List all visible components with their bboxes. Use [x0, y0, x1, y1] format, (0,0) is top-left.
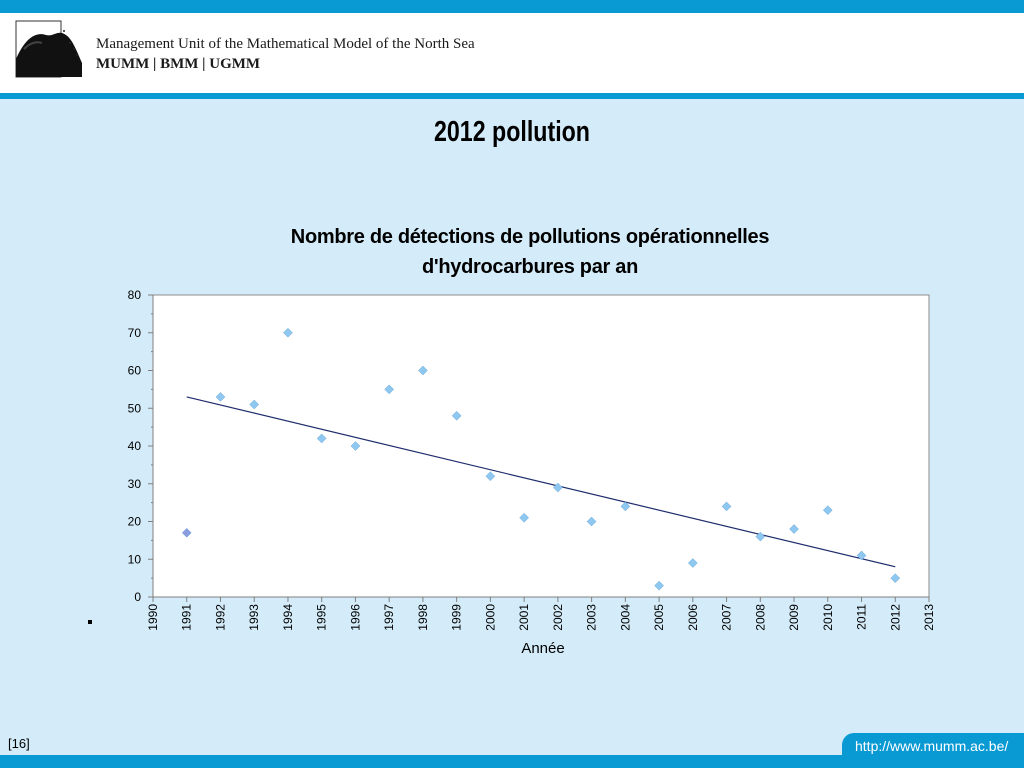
data-point [249, 399, 260, 410]
header-banner [0, 13, 1024, 93]
data-point [553, 482, 563, 493]
x-tick-label: 2012 [888, 604, 902, 631]
data-point [451, 410, 462, 421]
y-tick-label: 30 [128, 477, 142, 491]
y-tick-label: 20 [128, 515, 142, 529]
y-tick-label: 80 [128, 288, 142, 302]
data-point [215, 392, 226, 402]
chart-title-line-2: d'hydrocarbures par an [422, 256, 638, 278]
x-tick-label: 1993 [247, 604, 261, 631]
top-accent-bar [0, 0, 1024, 13]
x-tick-label: 1998 [416, 604, 430, 631]
x-tick-label: 2000 [483, 604, 497, 631]
x-tick-label: 1999 [450, 604, 464, 631]
data-point [384, 384, 395, 395]
x-tick-label: 1997 [382, 604, 396, 631]
data-point [283, 327, 293, 338]
x-tick-label: 2002 [551, 604, 565, 631]
chart-title: Nombre de détections de pollutions opéra… [180, 222, 880, 282]
x-tick-label: 1996 [348, 604, 362, 631]
data-point [890, 573, 901, 583]
x-tick-label: 2003 [585, 604, 599, 631]
x-tick-label: 2013 [922, 604, 936, 631]
data-point [620, 501, 631, 512]
data-point [822, 505, 833, 516]
plot-area [152, 294, 930, 598]
x-tick-label: 1991 [180, 604, 194, 631]
data-point [485, 471, 496, 482]
bullet-marker [88, 620, 92, 624]
y-tick-label: 10 [128, 552, 142, 566]
header-divider [0, 93, 1024, 99]
data-point [755, 531, 766, 542]
data-point [654, 580, 664, 591]
organization-acronyms: MUMM | BMM | UGMM [96, 56, 261, 72]
x-tick-label: 2011 [855, 604, 869, 630]
data-point [181, 527, 192, 538]
slide-title: 2012 pollution [434, 116, 590, 148]
bottom-accent-bar [0, 755, 1024, 768]
x-tick-label: 1990 [146, 604, 160, 631]
data-point [721, 501, 732, 512]
x-tick-label: 2004 [618, 604, 632, 631]
y-tick-label: 60 [128, 364, 142, 378]
data-point [350, 441, 361, 451]
data-point [789, 524, 799, 534]
x-tick-label: 2007 [720, 604, 734, 631]
url-tab [842, 733, 1024, 759]
data-point [316, 433, 327, 444]
x-tick-label: 1994 [281, 604, 295, 631]
x-tick-label: 2006 [686, 604, 700, 631]
x-tick-label: 2009 [787, 604, 801, 631]
y-tick-label: 40 [128, 439, 142, 453]
data-point [856, 550, 867, 561]
mumm-logo-icon [15, 20, 82, 78]
slide-number: [16] [8, 736, 30, 751]
chart-title-line-1: Nombre de détections de pollutions opéra… [290, 226, 770, 248]
x-axis-title: Année [521, 640, 564, 657]
organization-name: Management Unit of the Mathematical Mode… [96, 36, 475, 52]
x-tick-label: 1992 [213, 604, 227, 631]
data-point [586, 516, 597, 527]
x-tick-label: 2010 [821, 604, 835, 631]
trend-line [186, 396, 896, 568]
y-tick-label: 0 [134, 590, 141, 604]
y-tick-label: 70 [128, 326, 142, 340]
x-tick-label: 2001 [517, 604, 531, 631]
x-tick-label: 2008 [753, 604, 767, 631]
data-point [687, 558, 698, 568]
x-tick-label: 1995 [315, 604, 329, 631]
y-tick-label: 50 [128, 401, 142, 415]
data-point [418, 365, 428, 376]
website-link[interactable]: http://www.mumm.ac.be/ [855, 738, 1009, 754]
x-tick-label: 2005 [652, 604, 666, 631]
data-point [519, 512, 529, 523]
